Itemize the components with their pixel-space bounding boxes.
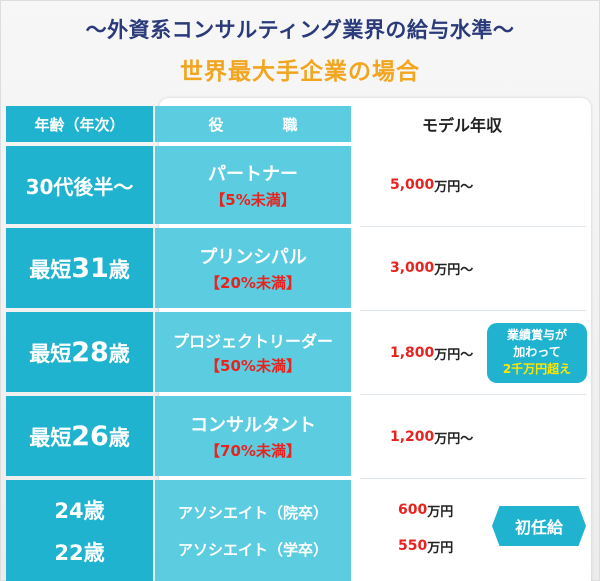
row-role: コンサルタント 【70%未満】: [155, 396, 351, 476]
salary-value: 550: [398, 538, 428, 554]
role-share: 【20%未満】: [205, 274, 301, 292]
age-text: 30代後半～: [25, 174, 134, 199]
row-divider: [360, 394, 586, 395]
entry-salary: 600 万円: [398, 500, 453, 520]
row-role: プロジェクトリーダー 【50%未満】: [155, 312, 351, 392]
row-divider: [360, 478, 586, 479]
role-share: 【70%未満】: [205, 442, 301, 460]
age-text: 最短26歳: [29, 420, 130, 452]
salary-value: 5,000: [390, 177, 435, 193]
row-role: パートナー 【5%未満】: [155, 146, 351, 224]
header-position: 役 職: [155, 106, 351, 142]
starting-salary-badge: 初任給: [492, 506, 586, 546]
salary-value: 3,000: [390, 260, 435, 276]
row-salary: 5,000 万円～: [390, 175, 473, 195]
row-salary: 1,800 万円～: [390, 343, 473, 363]
role-name: パートナー: [208, 164, 298, 185]
role-share: 【5%未満】: [210, 191, 296, 209]
role-name: アソシエイト（学卒）: [177, 540, 328, 559]
row-salary: 1,200 万円～: [390, 427, 473, 447]
salary-value: 1,800: [390, 345, 435, 361]
page-title: ～外資系コンサルティング業界の給与水準～: [85, 18, 515, 42]
age-text: 24歳: [54, 498, 105, 523]
row-age: 最短31歳: [6, 228, 153, 308]
entry-salary: 550 万円: [398, 536, 453, 556]
role-name: プロジェクトリーダー: [172, 332, 333, 351]
bonus-badge: 業績賞与が 加わって 2千万円超え: [487, 323, 587, 383]
salary-unit: 万円～: [434, 431, 474, 447]
salary-value: 1,200: [390, 429, 435, 445]
row-role: プリンシパル 【20%未満】: [155, 228, 351, 308]
role-name: プリンシパル: [199, 247, 307, 268]
age-text: 最短31歳: [29, 252, 130, 284]
role-name: アソシエイト（院卒）: [177, 503, 328, 522]
header-salary: モデル年収: [421, 116, 502, 135]
row-divider: [360, 226, 586, 227]
salary-value: 600: [398, 502, 428, 518]
page-subtitle: 世界最大手企業の場合: [180, 59, 420, 85]
row-divider: [360, 310, 586, 311]
role-share: 【50%未満】: [205, 357, 301, 375]
entry-roles: アソシエイト（院卒） アソシエイト（学卒）: [155, 480, 351, 581]
salary-unit: 万円～: [434, 347, 474, 363]
salary-unit: 万円～: [434, 179, 474, 195]
salary-unit: 万円: [427, 540, 454, 556]
row-age: 最短26歳: [6, 396, 153, 476]
row-salary: 3,000 万円～: [390, 258, 473, 278]
salary-unit: 万円: [427, 504, 454, 520]
header-age: 年齢（年次）: [6, 106, 153, 142]
row-age: 30代後半～: [6, 146, 153, 224]
age-text: 最短28歳: [29, 336, 130, 368]
entry-ages: 24歳 22歳: [6, 480, 153, 581]
row-age: 最短28歳: [6, 312, 153, 392]
age-text: 22歳: [54, 540, 105, 565]
role-name: コンサルタント: [190, 415, 316, 436]
salary-unit: 万円～: [434, 262, 474, 278]
